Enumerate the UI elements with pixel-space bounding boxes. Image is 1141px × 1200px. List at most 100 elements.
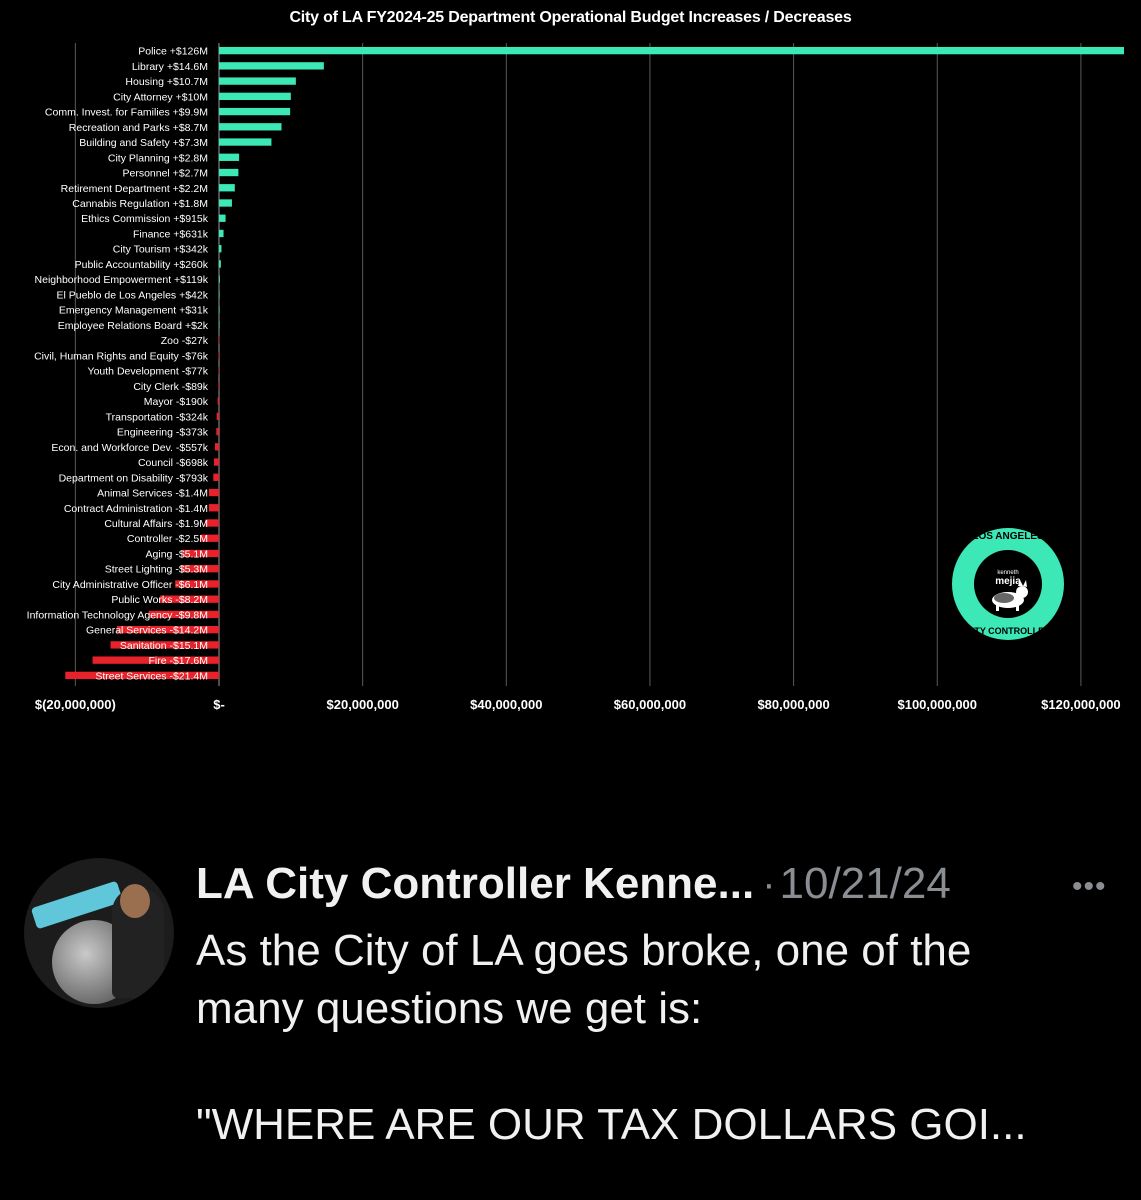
bar <box>219 260 221 268</box>
category-label: Street Lighting -$5.3M <box>105 564 208 576</box>
category-label: Street Services -$21.4M <box>95 670 208 682</box>
category-label: Fire -$17.6M <box>148 655 208 667</box>
category-label: City Attorney +$10M <box>113 91 208 103</box>
seal-name-small: kenneth <box>997 570 1019 576</box>
bar-chart: $(20,000,000) $- $20,000,000 $40,000,000 $60… <box>27 43 1124 712</box>
seal-name: mejia <box>995 576 1021 587</box>
bar <box>219 168 239 177</box>
tweet-line: As the City of LA goes broke, one of the <box>196 926 972 975</box>
tweet-line: "WHERE ARE OUR TAX DOLLARS GOI... <box>196 1100 1027 1149</box>
category-label: Personnel +$2.7M <box>122 168 208 180</box>
bar <box>219 138 272 146</box>
bar <box>218 336 220 344</box>
bar <box>175 580 219 588</box>
chart-image: City of LA FY2024-25 Department Operatio… <box>27 9 1124 712</box>
category-label: Public Works -$8.2M <box>111 594 208 606</box>
bar <box>208 488 219 497</box>
tweet-card[interactable]: LA City Controller Kenne... · 10/21/24 •… <box>0 840 1141 1200</box>
bar <box>208 504 219 512</box>
bar <box>218 382 219 390</box>
category-label: City Clerk -$89k <box>133 381 208 393</box>
x-tick-label: $- <box>213 697 225 712</box>
category-label: Controller -$2.5M <box>127 533 208 545</box>
bar <box>148 610 219 619</box>
header-separator: · <box>762 861 776 906</box>
bar <box>92 656 219 664</box>
x-tick-label: $100,000,000 <box>897 697 977 712</box>
tweet-line: many questions we get is: <box>196 984 703 1033</box>
category-label: Housing +$10.7M <box>125 76 208 88</box>
category-label: Council -$698k <box>138 457 209 469</box>
seal-bottom-text: CITY CONTROLLER <box>965 626 1051 636</box>
x-tick-label: $120,000,000 <box>1041 697 1121 712</box>
bar <box>216 427 219 436</box>
category-label: Finance +$631k <box>133 228 209 240</box>
category-label: Cultural Affairs -$1.9M <box>104 518 208 530</box>
x-tick-label: $20,000,000 <box>327 697 399 712</box>
bar <box>205 519 219 527</box>
bar <box>216 412 219 420</box>
category-label: Aging -$5.1M <box>146 548 208 560</box>
category-label: Econ. and Workforce Dev. -$557k <box>51 442 208 454</box>
tweet-header: LA City Controller Kenne... · 10/21/24 <box>196 854 951 914</box>
avatar[interactable] <box>24 858 174 1008</box>
category-label: General Services -$14.2M <box>86 625 208 637</box>
category-label: City Administrative Officer -$6.1M <box>52 579 208 591</box>
bar <box>219 245 222 253</box>
bar <box>214 443 219 451</box>
category-label: Emergency Management +$31k <box>59 305 209 317</box>
category-label: City Tourism +$342k <box>113 244 209 256</box>
bar <box>218 366 220 375</box>
bar <box>219 123 282 131</box>
category-label: Retirement Department +$2.2M <box>61 183 208 195</box>
category-label: Library +$14.6M <box>132 61 208 73</box>
avatar-face <box>120 884 150 918</box>
category-label: Cannabis Regulation +$1.8M <box>72 198 208 210</box>
bar <box>65 671 220 680</box>
category-label: Employee Relations Board +$2k <box>58 320 209 332</box>
bar <box>182 549 219 558</box>
seal-top-text: LOS ANGELES <box>972 531 1044 542</box>
category-label: Neighborhood Empowerment +$119k <box>35 274 209 286</box>
category-label: Department on Disability -$793k <box>59 472 209 484</box>
category-label: Police +$126M <box>138 46 208 58</box>
bar <box>117 626 219 634</box>
category-label: Contract Administration -$1.4M <box>64 503 208 515</box>
more-icon[interactable]: ••• <box>1072 870 1107 903</box>
bar <box>219 306 220 314</box>
bar <box>219 199 232 207</box>
x-tick-label: $60,000,000 <box>614 697 686 712</box>
bar <box>160 595 219 603</box>
x-tick-label: $40,000,000 <box>470 697 542 712</box>
category-label: Zoo -$27k <box>161 335 209 347</box>
author-name[interactable]: LA City Controller Kenne... <box>196 859 755 908</box>
bar <box>219 46 1124 55</box>
bar <box>219 290 220 299</box>
category-label: Recreation and Parks +$8.7M <box>69 122 208 134</box>
bar <box>110 641 219 649</box>
bar <box>219 92 291 100</box>
tweet-date[interactable]: 10/21/24 <box>779 859 951 908</box>
tweet-text: As the City of LA goes broke, one of the… <box>196 922 1116 1154</box>
bar <box>219 229 224 238</box>
bar <box>201 534 219 542</box>
bar <box>219 153 240 161</box>
category-label: Engineering -$373k <box>117 427 209 439</box>
category-label: Ethics Commission +$915k <box>81 213 209 225</box>
bar <box>219 62 324 70</box>
category-label: Comm. Invest. for Families +$9.9M <box>45 107 208 119</box>
bar <box>219 214 226 222</box>
category-label: Animal Services -$1.4M <box>97 488 208 500</box>
category-label: El Pueblo de Los Angeles +$42k <box>57 289 209 301</box>
bar <box>213 473 219 481</box>
category-label: Youth Development -$77k <box>88 366 209 378</box>
x-tick-label: $80,000,000 <box>757 697 829 712</box>
bar <box>219 184 235 192</box>
x-tick-label: $(20,000,000) <box>35 697 116 712</box>
seal-center: kenneth mejia <box>974 550 1042 618</box>
bar <box>219 321 220 329</box>
bar <box>217 397 219 405</box>
category-label: City Planning +$2.8M <box>108 152 208 164</box>
category-label: Building and Safety +$7.3M <box>79 137 208 149</box>
category-label: Public Accountability +$260k <box>75 259 209 271</box>
